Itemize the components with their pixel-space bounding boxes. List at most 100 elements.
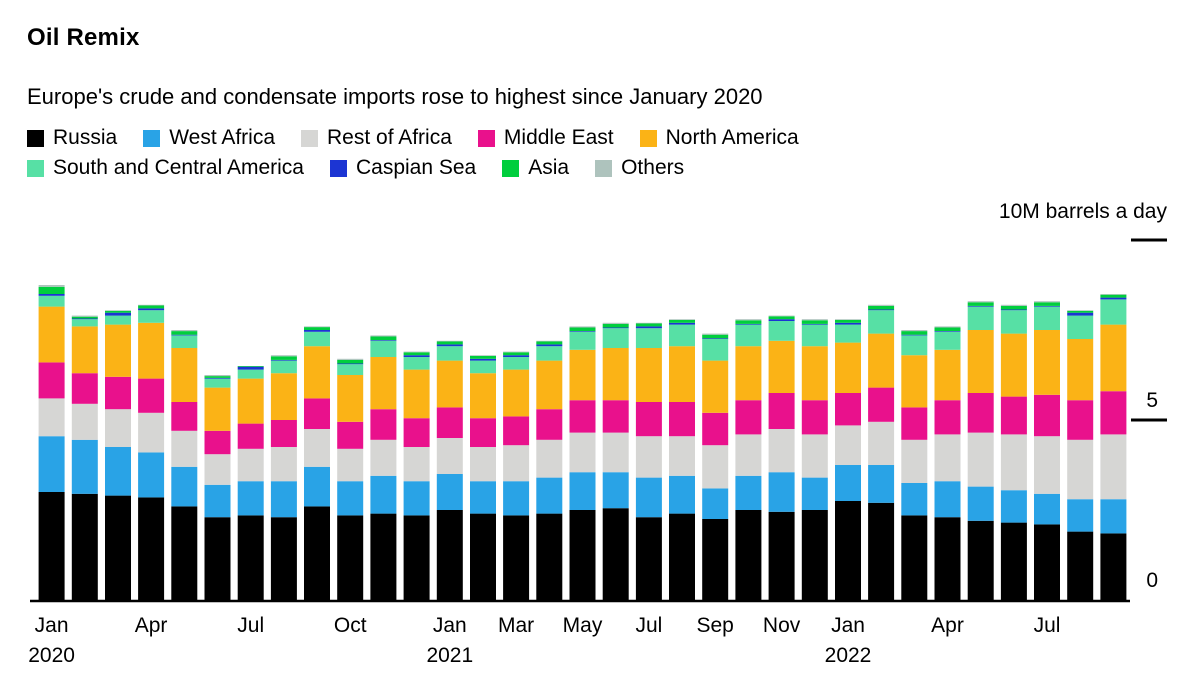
- bar-segment: [304, 466, 330, 507]
- bar-segment: [105, 324, 131, 377]
- bar-segment: [901, 330, 928, 332]
- bar-segment: [503, 416, 530, 446]
- bar-segment: [503, 445, 530, 482]
- legend-swatch: [329, 159, 347, 177]
- bar-segment: [1034, 330, 1060, 395]
- bar-segment: [602, 323, 629, 328]
- bar-segment: [403, 369, 430, 419]
- bar-segment: [735, 434, 762, 476]
- bar-segment: [835, 425, 861, 465]
- bar-segment: [237, 481, 264, 516]
- bar-segment: [934, 326, 961, 328]
- legend-item-middle-east: Middle East: [477, 126, 614, 150]
- bar-segment: [967, 305, 994, 307]
- bar-segment: [304, 429, 330, 467]
- bar-segment: [270, 359, 297, 361]
- bar-segment: [702, 333, 729, 335]
- bar-segment: [436, 344, 463, 347]
- bar-segment: [470, 447, 496, 482]
- bar-segment: [337, 358, 364, 360]
- legend-item-caspian-sea: Caspian Sea: [329, 156, 477, 180]
- bar-segment: [204, 376, 231, 378]
- bar-segment: [868, 305, 895, 310]
- bar-segment: [38, 362, 65, 399]
- bar-segment: [569, 327, 596, 332]
- bar-segment: [304, 346, 330, 399]
- bar-segment: [171, 466, 198, 507]
- bar-segment: [1067, 310, 1094, 311]
- legend-row: South and Central America Caspian Sea Asia…: [27, 156, 799, 180]
- bar-segment: [635, 517, 662, 600]
- bar-segment: [967, 330, 994, 393]
- bar-segment: [403, 351, 430, 353]
- bar-segment: [536, 439, 563, 478]
- bar-segment: [835, 324, 861, 343]
- bar-segment: [967, 520, 994, 600]
- x-tick-label: Oct: [334, 614, 367, 637]
- bar-segment: [503, 351, 530, 353]
- bar-segment: [304, 331, 330, 347]
- bar-segment: [635, 328, 662, 348]
- bar-segment: [304, 327, 330, 330]
- bar-segment: [1000, 310, 1027, 334]
- bar-segment: [204, 375, 231, 377]
- bar-segment: [1000, 305, 1027, 310]
- bar-segment: [1034, 524, 1060, 600]
- bar-segment: [901, 515, 928, 600]
- bar-segment: [635, 436, 662, 478]
- x-tick-label: Jan: [433, 614, 467, 637]
- bar-segment: [735, 400, 762, 435]
- bar-segment: [868, 465, 895, 503]
- bar-segment: [702, 339, 729, 361]
- bar-segment: [470, 513, 496, 600]
- x-tick-label: Jan: [35, 614, 69, 637]
- bar-segment: [436, 438, 463, 474]
- bar-segment: [801, 510, 828, 600]
- bar-segment: [735, 323, 762, 325]
- bar-segment: [1000, 434, 1027, 491]
- bar-segment: [1034, 306, 1060, 330]
- bar-segment: [569, 400, 596, 433]
- bar-segment: [1067, 339, 1094, 401]
- legend-label: Rest of Africa: [327, 126, 452, 149]
- bar-segment: [801, 434, 828, 478]
- bar-segment: [38, 306, 65, 363]
- bar-segment: [768, 393, 795, 429]
- bar-segment: [868, 387, 895, 422]
- bar-segment: [403, 418, 430, 447]
- bar-segment: [967, 306, 994, 330]
- bar-segment: [171, 331, 198, 335]
- legend-item-west-africa: West Africa: [143, 126, 275, 150]
- bar-segment: [370, 409, 397, 440]
- bar-segment: [1100, 294, 1127, 295]
- bar-segment: [138, 497, 165, 600]
- bar-segment: [669, 513, 695, 600]
- bar-segment: [270, 517, 297, 600]
- bar-segment: [270, 481, 297, 518]
- bar-segment: [1067, 439, 1094, 500]
- legend-label: Caspian Sea: [355, 156, 477, 179]
- bar-segment: [237, 369, 264, 379]
- bar-segment: [105, 315, 131, 325]
- bar-segment: [602, 472, 629, 509]
- bar-segment: [868, 333, 895, 388]
- bar-segment: [602, 432, 629, 473]
- legend-item-south-and-central-america: South and Central America: [27, 156, 304, 180]
- bar-segment: [436, 360, 463, 408]
- legend-label: Russia: [53, 126, 118, 149]
- bar-segment: [901, 439, 928, 483]
- bar-segment: [635, 348, 662, 402]
- bar-segment: [801, 477, 828, 510]
- bar-segment: [503, 369, 530, 417]
- bar-segment: [138, 378, 165, 413]
- bar-segment: [835, 322, 861, 325]
- y-tick-label: 0: [1146, 569, 1158, 592]
- bar-segment: [536, 409, 563, 440]
- bar-segment: [934, 349, 961, 401]
- bar-segment: [71, 316, 98, 319]
- bar-segment: [967, 486, 994, 521]
- legend-label: North America: [665, 126, 799, 149]
- bar-segment: [801, 324, 828, 347]
- bar-segment: [1100, 391, 1127, 435]
- bar-segment: [436, 340, 463, 342]
